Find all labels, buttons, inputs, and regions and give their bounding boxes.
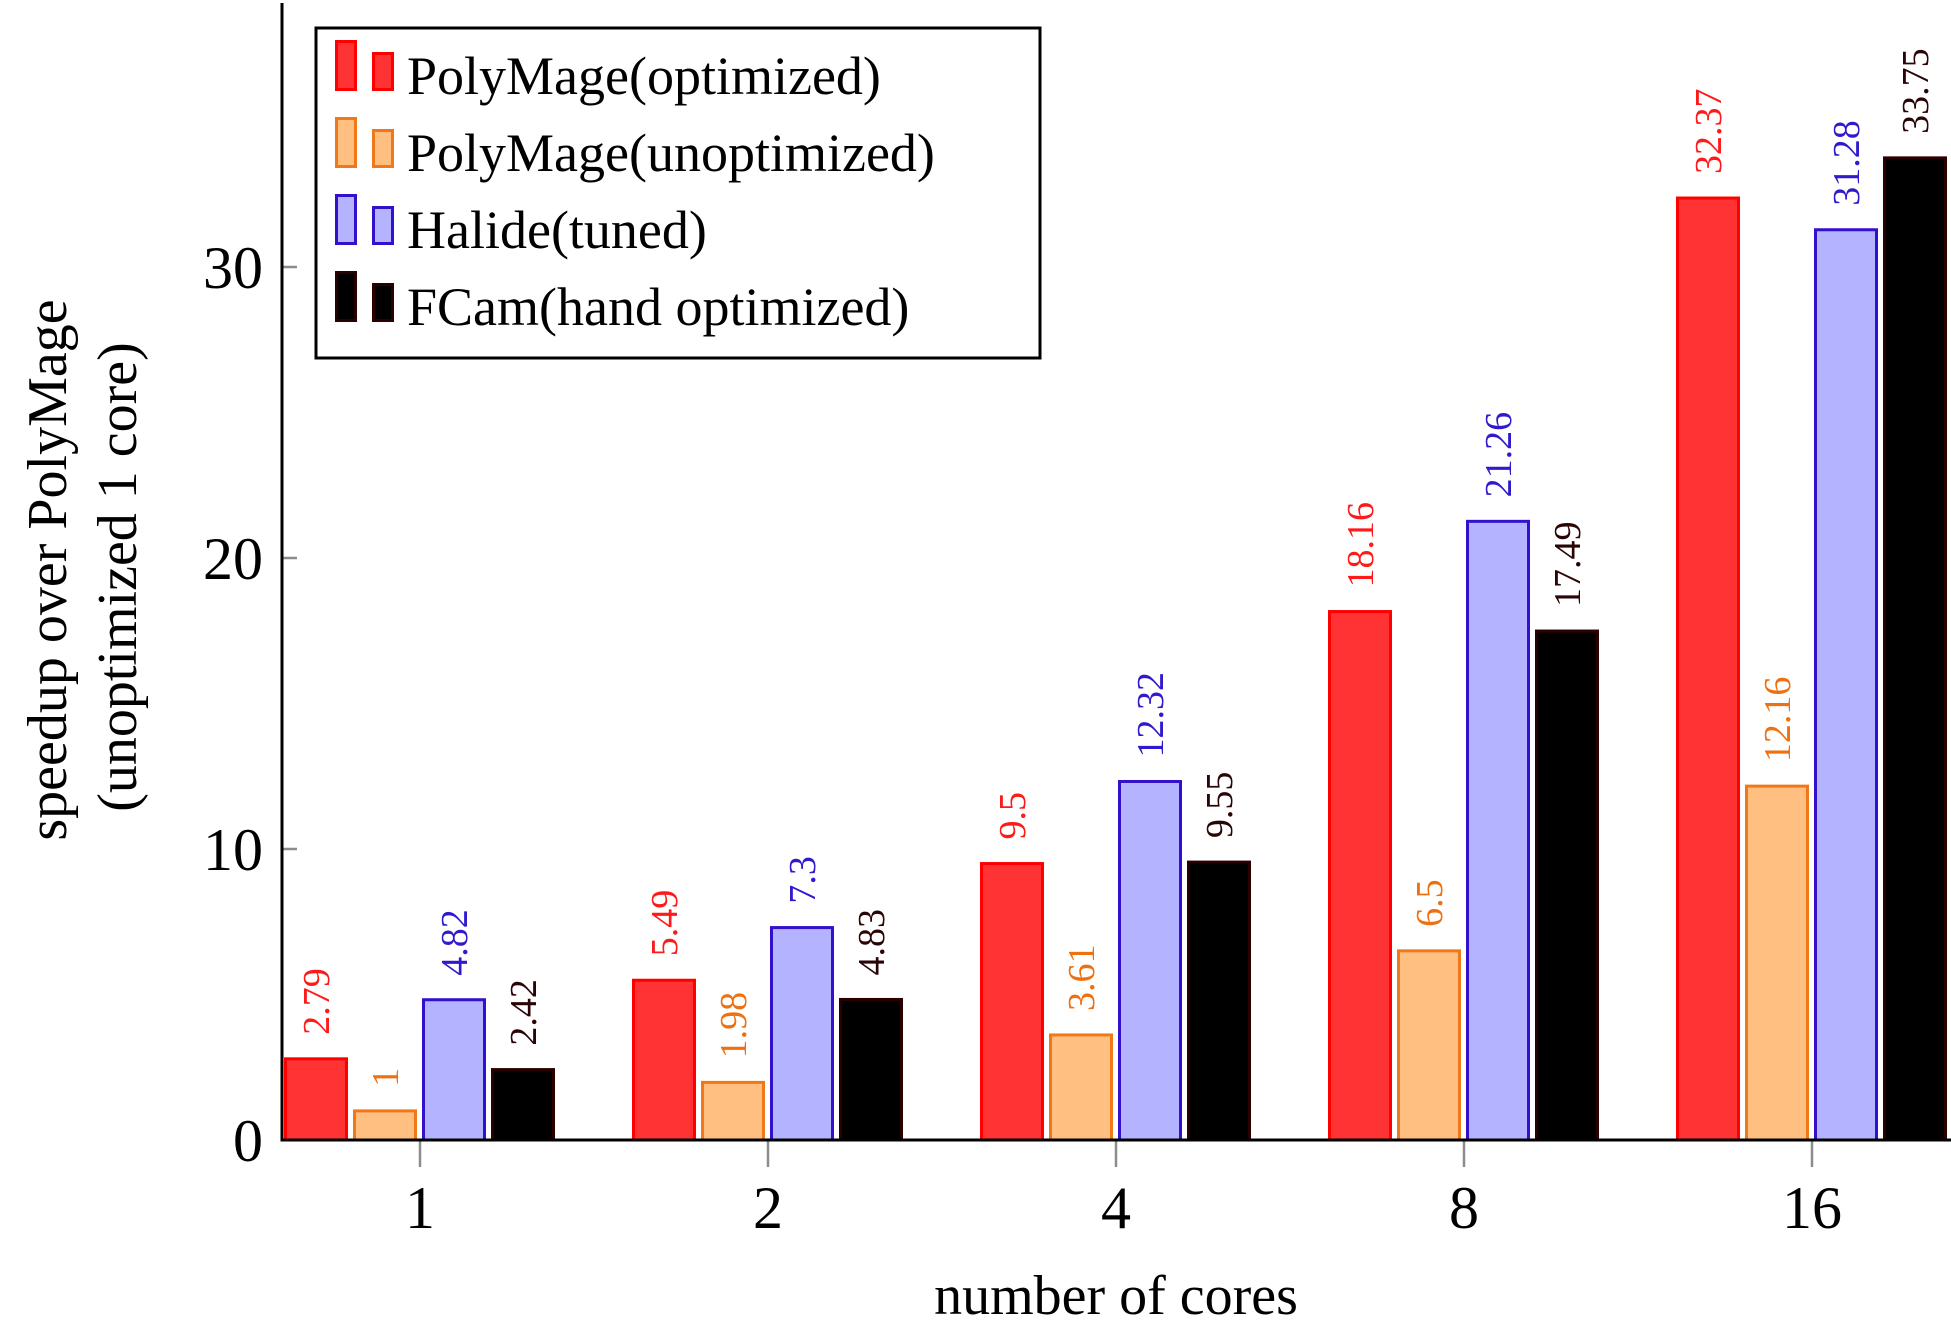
data-label: 9.55 (1199, 772, 1241, 839)
x-axis-title: number of cores (934, 1265, 1298, 1327)
legend-label: Halide(tuned) (407, 200, 707, 260)
legend-swatch-icon (335, 194, 357, 245)
bar (422, 998, 486, 1142)
legend-swatch-icon (335, 271, 357, 322)
x-tick-label: 16 (1782, 1175, 1842, 1241)
y-axis-title-line-2: (unoptimized 1 core) (87, 342, 149, 812)
x-tick-label: 1 (405, 1175, 435, 1241)
legend-swatch-icon (335, 117, 357, 168)
data-label: 6.5 (1409, 879, 1451, 927)
legend-item: Halide(tuned) (335, 194, 707, 260)
bar (1049, 1033, 1113, 1142)
data-label: 31.28 (1826, 120, 1868, 206)
x-tick-label: 2 (753, 1175, 783, 1241)
x-tick-label: 4 (1101, 1175, 1131, 1241)
bars (284, 156, 1947, 1142)
legend-item: PolyMage(optimized) (335, 40, 881, 106)
bar (1397, 949, 1461, 1142)
data-label: 21.26 (1478, 412, 1520, 498)
bar (1676, 196, 1740, 1142)
bar (980, 862, 1044, 1142)
bar (632, 978, 696, 1142)
y-tick-label: 10 (203, 817, 263, 883)
data-label: 18.16 (1340, 502, 1382, 588)
legend-swatch-icon (372, 206, 394, 245)
y-tick-label: 20 (203, 526, 263, 592)
bar (1328, 610, 1392, 1142)
x-axis-ticks: 1 2 4 8 16 (405, 1141, 1842, 1241)
data-label: 7.3 (782, 856, 824, 904)
legend-item: PolyMage(unoptimized) (335, 117, 935, 183)
legend-label: PolyMage(optimized) (407, 46, 881, 106)
y-axis-title-line-1: speedup over PolyMage (17, 299, 79, 840)
data-label: 4.83 (851, 909, 893, 976)
data-label: 5.49 (644, 890, 686, 957)
data-label: 12.16 (1757, 677, 1799, 763)
bar (1814, 228, 1878, 1142)
data-label: 2.42 (503, 979, 545, 1046)
legend-item: FCam(hand optimized) (335, 271, 909, 337)
x-tick-label: 8 (1449, 1175, 1479, 1241)
legend-swatch-icon (335, 40, 357, 91)
bar (701, 1080, 765, 1142)
data-labels: 2.79 5.49 9.5 18.16 32.37 1 1.98 3.61 6.5 12.16 4.… (296, 48, 1937, 1087)
bar (1883, 156, 1947, 1142)
data-label: 17.49 (1547, 522, 1589, 608)
data-label: 12.32 (1130, 672, 1172, 758)
legend-swatch-icon (372, 283, 394, 322)
bar (1466, 519, 1530, 1142)
bar (1745, 784, 1809, 1142)
bar (1535, 629, 1599, 1142)
legend-swatch-icon (372, 129, 394, 168)
bar (353, 1109, 417, 1142)
legend-label: PolyMage(unoptimized) (407, 123, 935, 183)
legend-swatch-icon (372, 52, 394, 91)
bar (284, 1057, 348, 1142)
data-label: 4.82 (434, 909, 476, 976)
y-axis-title: speedup over PolyMage (unoptimized 1 cor… (17, 299, 149, 840)
bar (491, 1068, 555, 1142)
legend: PolyMage(optimized) PolyMage(unoptimized)… (314, 26, 1042, 360)
data-label: 1.98 (713, 992, 755, 1059)
bar (1187, 860, 1251, 1142)
bar (1118, 779, 1182, 1142)
y-axis-ticks: 0 10 20 30 (203, 235, 297, 1174)
legend-box (314, 26, 1042, 360)
y-tick-label: 30 (203, 235, 263, 301)
data-label: 2.79 (296, 968, 338, 1035)
data-label: 33.75 (1895, 48, 1937, 134)
bar (770, 926, 834, 1142)
legend-label: FCam(hand optimized) (407, 277, 909, 337)
data-label: 32.37 (1688, 89, 1730, 175)
y-tick-label: 0 (233, 1108, 263, 1174)
bar (839, 997, 903, 1142)
data-label: 9.5 (992, 792, 1034, 840)
data-label: 1 (365, 1068, 407, 1087)
data-label: 3.61 (1061, 944, 1103, 1011)
